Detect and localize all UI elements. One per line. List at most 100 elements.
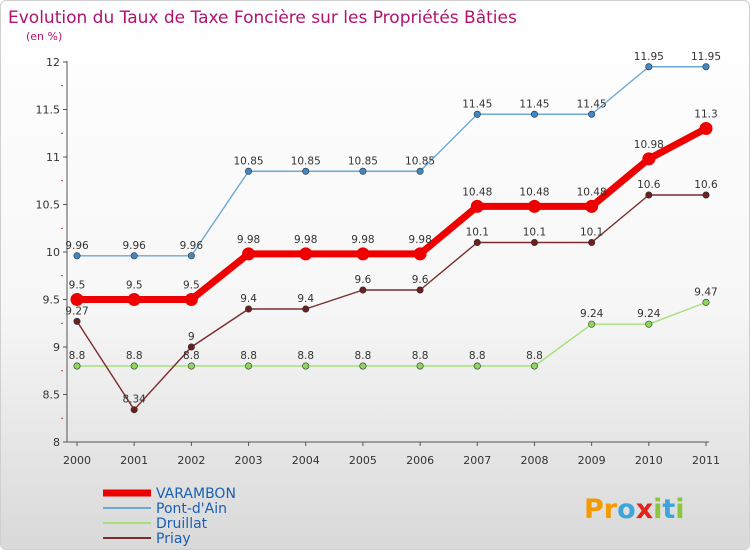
data-label-druillat: 8.8 [355,350,372,362]
data-point-druillat [73,362,81,370]
y-tick-label: 9.5 [43,294,61,307]
data-label-druillat: 8.8 [183,350,200,362]
proxiti-logo: Proxiti [584,494,685,525]
data-label-varambon: 9.98 [294,234,317,246]
series-line-varambon [73,125,710,303]
data-label-priay: 8.34 [122,394,146,406]
legend-label: Druillat [156,516,208,532]
data-point-druillat [302,362,310,370]
data-label-priay: 10.6 [637,179,661,191]
y-tick-label: 9 [53,341,60,354]
y-tick-label: 8 [53,436,60,449]
data-label-varambon: 10.48 [519,186,549,198]
x-tick-label: 2011 [692,454,720,467]
data-point-druillat [245,362,253,370]
data-label-pont-d-ain: 11.95 [691,51,721,63]
data-point-pont-d-ain [245,167,253,175]
series-line-druillat [76,301,707,367]
data-label-pont-d-ain: 10.85 [405,155,435,167]
data-label-varambon: 9.5 [69,280,86,292]
x-tick-label: 2003 [235,454,263,467]
x-tick-label: 2004 [292,454,320,467]
data-point-priay [530,239,538,247]
legend-label: Pont-d'Ain [156,501,227,517]
data-point-pont-d-ain [359,167,367,175]
data-label-priay: 9.4 [240,293,257,305]
data-label-pont-d-ain: 9.96 [122,240,146,252]
data-label-druillat: 8.8 [526,350,543,362]
data-point-pont-d-ain [302,167,310,175]
data-label-varambon: 9.5 [126,280,143,292]
data-label-priay: 9.6 [355,274,372,286]
data-point-druillat [359,362,367,370]
data-label-priay: 10.6 [694,179,718,191]
legend-label: VARAMBON [156,486,236,502]
data-point-druillat [530,362,538,370]
chart-subtitle: (en %) [26,30,62,43]
data-point-priay [245,305,253,313]
data-label-druillat: 8.8 [240,350,257,362]
data-point-priay [416,286,424,294]
x-tick-label: 2001 [120,454,148,467]
x-tick-label: 2000 [63,454,91,467]
data-point-pont-d-ain [645,63,653,71]
data-point-druillat [588,320,596,328]
data-point-pont-d-ain [473,110,481,118]
data-point-pont-d-ain [187,252,195,260]
x-tick-label: 2010 [635,454,663,467]
data-label-druillat: 9.24 [637,308,661,320]
data-label-varambon: 9.98 [351,234,374,246]
data-label-pont-d-ain: 11.45 [462,98,492,110]
data-point-varambon [356,247,370,261]
data-label-pont-d-ain: 11.45 [519,98,549,110]
data-label-druillat: 8.8 [297,350,314,362]
x-tick-label: 2009 [578,454,606,467]
y-tick-label: 11.5 [36,104,61,117]
data-label-druillat: 9.47 [694,286,717,298]
data-label-pont-d-ain: 11.45 [577,98,607,110]
y-tick-label: 10 [46,246,60,259]
data-point-pont-d-ain [530,110,538,118]
y-tick-label: 10.5 [36,199,61,212]
data-point-priay [187,343,195,351]
data-point-pont-d-ain [588,110,596,118]
data-label-priay: 10.1 [580,227,603,239]
series-line-priay [76,194,707,411]
data-point-druillat [702,298,710,306]
data-label-varambon: 9.98 [237,234,260,246]
data-point-priay [73,317,81,325]
data-point-varambon [470,199,484,213]
y-tick-label: 12 [46,56,60,69]
data-label-pont-d-ain: 9.96 [65,240,89,252]
data-label-priay: 9.4 [297,293,314,305]
data-label-pont-d-ain: 11.95 [634,51,664,63]
data-point-druillat [130,362,138,370]
data-point-varambon [127,293,141,306]
data-label-druillat: 8.8 [412,350,429,362]
data-point-druillat [473,362,481,370]
x-tick-label: 2007 [463,454,491,467]
data-label-pont-d-ain: 9.96 [180,240,204,252]
data-point-priay [702,191,710,199]
data-point-varambon [585,199,599,213]
data-label-druillat: 8.8 [69,350,86,362]
data-label-varambon: 9.5 [183,280,200,292]
data-label-varambon: 10.48 [577,186,607,198]
data-point-pont-d-ain [702,63,710,71]
data-point-varambon [184,293,198,306]
data-label-druillat: 8.8 [126,350,143,362]
data-point-druillat [187,362,195,370]
x-tick-label: 2002 [177,454,205,467]
data-label-pont-d-ain: 10.85 [348,155,378,167]
data-label-pont-d-ain: 10.85 [234,155,264,167]
y-tick-label: 8.5 [43,389,61,402]
x-tick-label: 2005 [349,454,377,467]
data-label-varambon: 10.98 [634,139,664,151]
data-point-priay [359,286,367,294]
data-point-priay [588,239,596,247]
data-point-priay [645,191,653,199]
x-tick-label: 2008 [520,454,548,467]
data-label-druillat: 9.24 [580,308,604,320]
